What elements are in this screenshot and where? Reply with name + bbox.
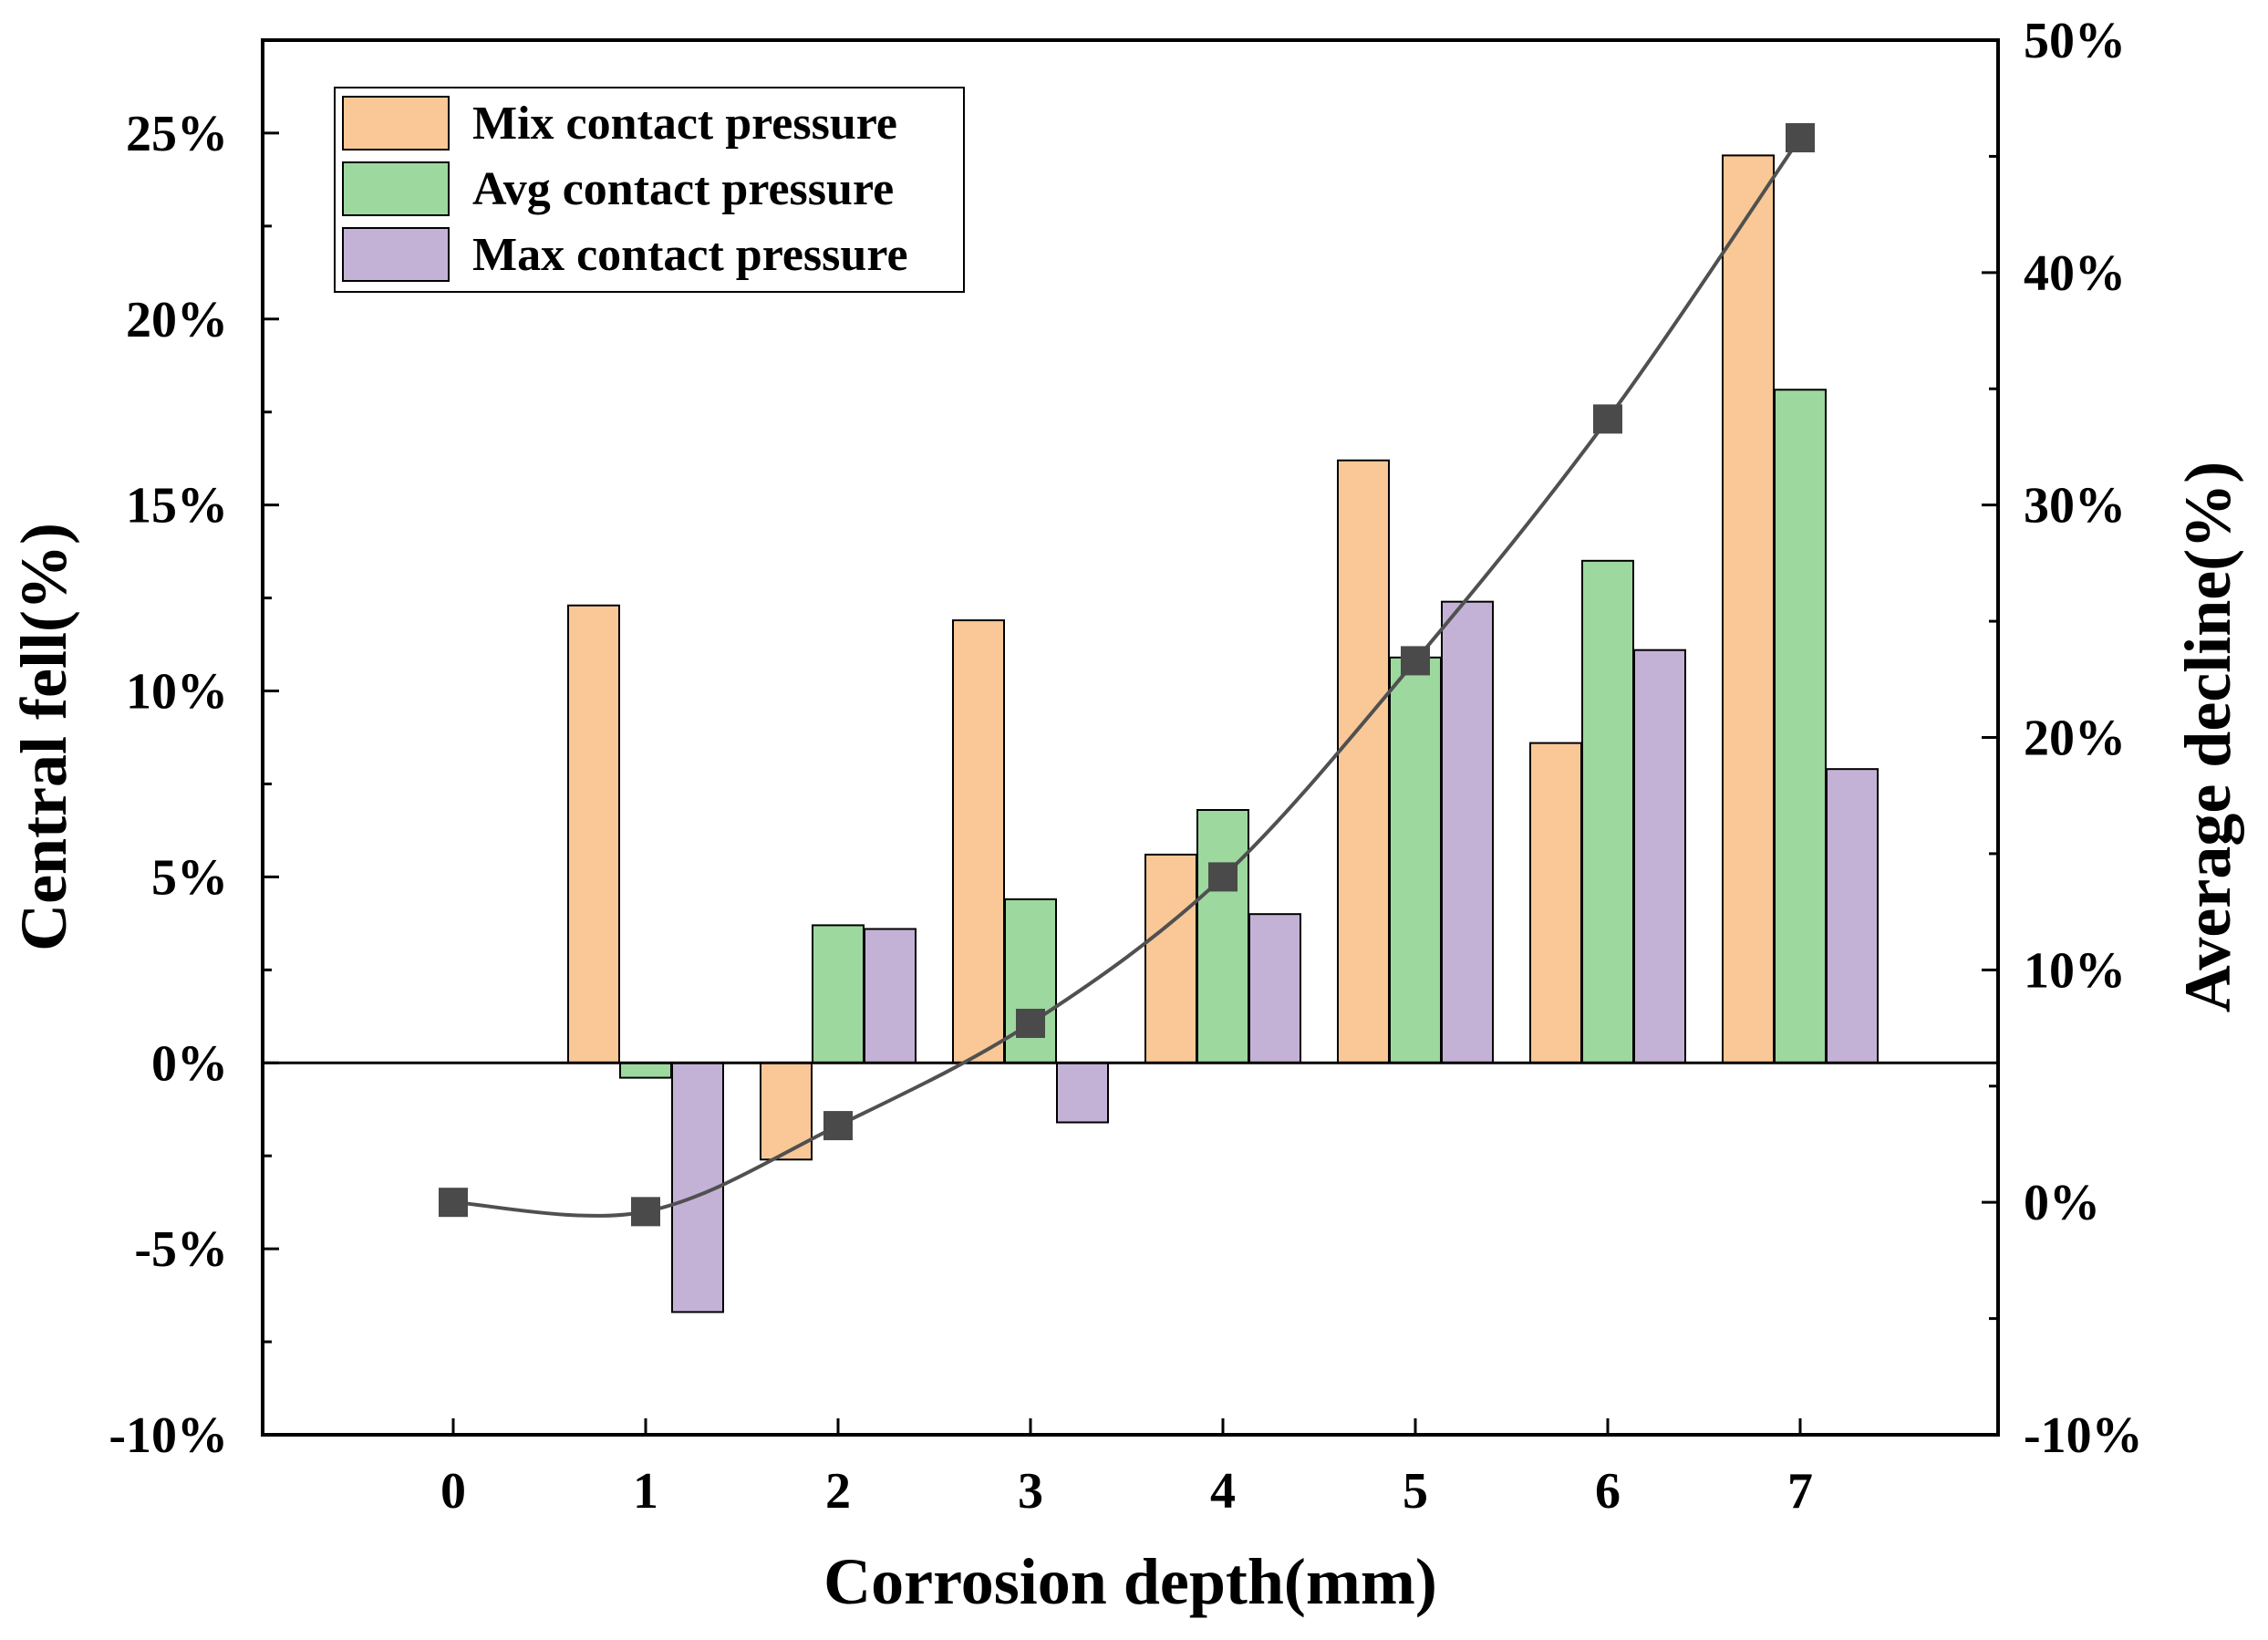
bar-avg-2 <box>812 924 865 1064</box>
legend-swatch-avg <box>342 161 450 216</box>
y-tick-label: 20% <box>126 292 228 348</box>
bar-mix-6 <box>1529 742 1582 1064</box>
y2-tick-label: 30% <box>2024 478 2126 535</box>
y2-tick-label: 0% <box>2024 1175 2100 1231</box>
x-tick-label: 3 <box>1018 1463 1043 1520</box>
y-tick-label: -10% <box>109 1407 228 1464</box>
y-tick-label: 5% <box>151 849 228 906</box>
y2-tick-label: 10% <box>2024 942 2126 999</box>
bar-avg-1 <box>619 1062 672 1079</box>
bar-max-4 <box>1248 913 1301 1064</box>
bar-max-7 <box>1826 768 1879 1064</box>
x-tick-label: 0 <box>440 1463 466 1520</box>
average-decline-marker-7 <box>1786 123 1815 153</box>
y2-axis-title: Average decline(%) <box>2171 462 2244 1012</box>
y-axis-title: Central fell(%) <box>7 523 80 951</box>
bar-avg-6 <box>1581 559 1634 1064</box>
legend-swatch-max <box>342 227 450 282</box>
average-decline-marker-3 <box>1016 1008 1045 1038</box>
y-tick-label: -5% <box>134 1221 228 1278</box>
y2-tick-label: 40% <box>2024 245 2126 302</box>
bar-mix-2 <box>760 1062 813 1161</box>
x-tick-label: 4 <box>1210 1463 1236 1520</box>
bar-max-6 <box>1633 649 1686 1064</box>
y2-tick-label: 20% <box>2024 711 2126 767</box>
x-tick-label: 2 <box>825 1463 851 1520</box>
bar-avg-7 <box>1774 389 1827 1064</box>
legend-label-mix: Mix contact pressure <box>472 98 897 150</box>
bar-mix-4 <box>1144 853 1197 1064</box>
y-tick-label: 10% <box>126 664 228 721</box>
y-tick-label: 15% <box>126 478 228 535</box>
bar-mix-3 <box>952 619 1005 1064</box>
legend-label-max: Max contact pressure <box>472 229 908 281</box>
bar-mix-1 <box>567 604 620 1064</box>
bar-max-5 <box>1441 600 1494 1064</box>
y-tick-label: 0% <box>151 1035 228 1092</box>
x-tick-label: 6 <box>1595 1463 1621 1520</box>
x-tick-label: 5 <box>1403 1463 1428 1520</box>
average-decline-marker-6 <box>1593 404 1622 434</box>
average-decline-marker-5 <box>1401 646 1430 676</box>
bar-max-2 <box>864 928 917 1064</box>
legend-label-avg: Avg contact pressure <box>472 163 894 215</box>
bar-mix-5 <box>1337 459 1390 1064</box>
x-tick-label: 7 <box>1787 1463 1813 1520</box>
legend-swatch-mix <box>342 96 450 151</box>
average-decline-marker-0 <box>439 1188 468 1218</box>
y2-tick-label: 50% <box>2024 13 2126 69</box>
bar-avg-5 <box>1389 656 1442 1064</box>
y2-tick-label: -10% <box>2024 1407 2143 1464</box>
bar-avg-3 <box>1004 898 1057 1064</box>
average-decline-marker-1 <box>631 1197 660 1227</box>
y-tick-label: 25% <box>126 106 228 162</box>
x-tick-label: 1 <box>633 1463 658 1520</box>
bar-avg-4 <box>1196 809 1249 1064</box>
x-axis-title: Corrosion depth(mm) <box>823 1545 1437 1618</box>
bar-max-3 <box>1056 1062 1109 1124</box>
bar-mix-7 <box>1722 154 1775 1064</box>
average-decline-marker-2 <box>823 1111 853 1141</box>
average-decline-marker-4 <box>1208 862 1238 892</box>
